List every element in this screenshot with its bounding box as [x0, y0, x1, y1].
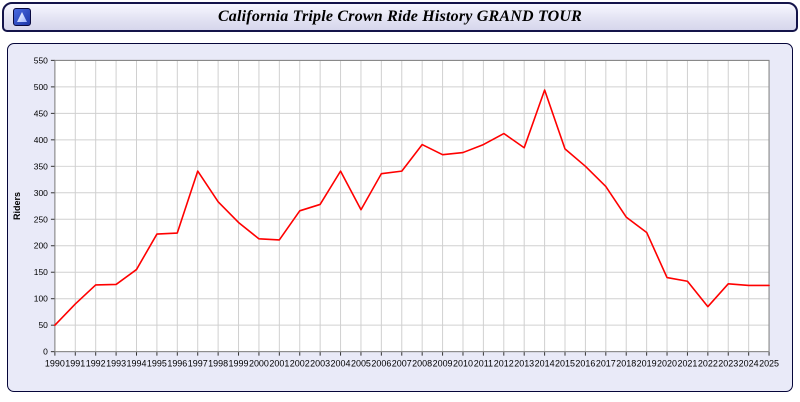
x-tick-label: 1996	[167, 359, 187, 369]
x-tick-label: 2007	[392, 359, 412, 369]
y-tick-label: 150	[34, 267, 48, 277]
x-tick-label: 1992	[86, 359, 106, 369]
x-tick-label: 2005	[351, 359, 371, 369]
x-tick-label: 2011	[474, 359, 493, 369]
x-tick-label: 2023	[718, 359, 738, 369]
x-tick-label: 2020	[657, 359, 677, 369]
y-tick-label: 400	[34, 135, 48, 145]
x-tick-label: 1997	[188, 359, 208, 369]
x-tick-label: 2019	[637, 359, 657, 369]
riders-line-chart: 1990 1991 1992 1993 1994 1995 1996 1997 1998 1999…	[12, 55, 779, 369]
x-tick-label: 1993	[106, 359, 126, 369]
y-tick-label: 50	[38, 320, 48, 330]
y-tick-label: 300	[34, 188, 48, 198]
x-tick-label: 2013	[514, 359, 534, 369]
x-tick-label: 2002	[290, 359, 310, 369]
x-tick-label: 1999	[229, 359, 249, 369]
x-tick-label: 2008	[412, 359, 432, 369]
x-tick-label: 2018	[616, 359, 636, 369]
y-tick-label: 100	[34, 294, 48, 304]
chart-panel: 1990 1991 1992 1993 1994 1995 1996 1997 1998 1999…	[7, 43, 793, 392]
app-window: California Triple Crown Ride History GRA…	[0, 2, 800, 392]
y-tick-label: 350	[34, 161, 48, 171]
window-title: California Triple Crown Ride History GRA…	[217, 8, 583, 25]
x-tick-label: 2024	[739, 359, 759, 369]
x-tick-label: 2014	[535, 359, 555, 369]
x-tick-label: 2022	[698, 359, 718, 369]
y-tick-label: 250	[34, 214, 48, 224]
y-tick-label: 500	[34, 82, 48, 92]
riders-series-line	[54, 89, 770, 327]
x-tick-label: 1990	[45, 359, 65, 369]
x-tick-label: 2009	[433, 359, 453, 369]
x-tick-label: 1991	[65, 359, 85, 369]
x-tick-label: 2016	[575, 359, 595, 369]
x-tick-label: 2010	[453, 359, 473, 369]
x-tick-label: 1998	[208, 359, 228, 369]
app-icon	[13, 8, 31, 26]
x-tick-label: 2021	[677, 359, 697, 369]
x-tick-label: 2004	[331, 359, 351, 369]
y-tick-label: 200	[34, 241, 48, 251]
x-tick-label: 2025	[759, 359, 779, 369]
x-tick-label: 2003	[310, 359, 330, 369]
x-tick-label: 2012	[494, 359, 514, 369]
title-bar: California Triple Crown Ride History GRA…	[2, 2, 798, 32]
x-tick-label: 2001	[269, 359, 289, 369]
y-tick-label: 550	[34, 55, 48, 65]
x-tick-label: 1995	[147, 359, 167, 369]
plot-area	[54, 60, 770, 352]
x-tick-label: 2006	[371, 359, 391, 369]
x-tick-label: 2000	[249, 359, 269, 369]
x-tick-label: 2017	[596, 359, 616, 369]
y-tick-label: 450	[34, 108, 48, 118]
y-axis-title: Riders	[12, 192, 22, 220]
y-tick-label: 0	[43, 347, 48, 357]
x-tick-label: 1994	[127, 359, 147, 369]
x-tick-label: 2015	[555, 359, 575, 369]
